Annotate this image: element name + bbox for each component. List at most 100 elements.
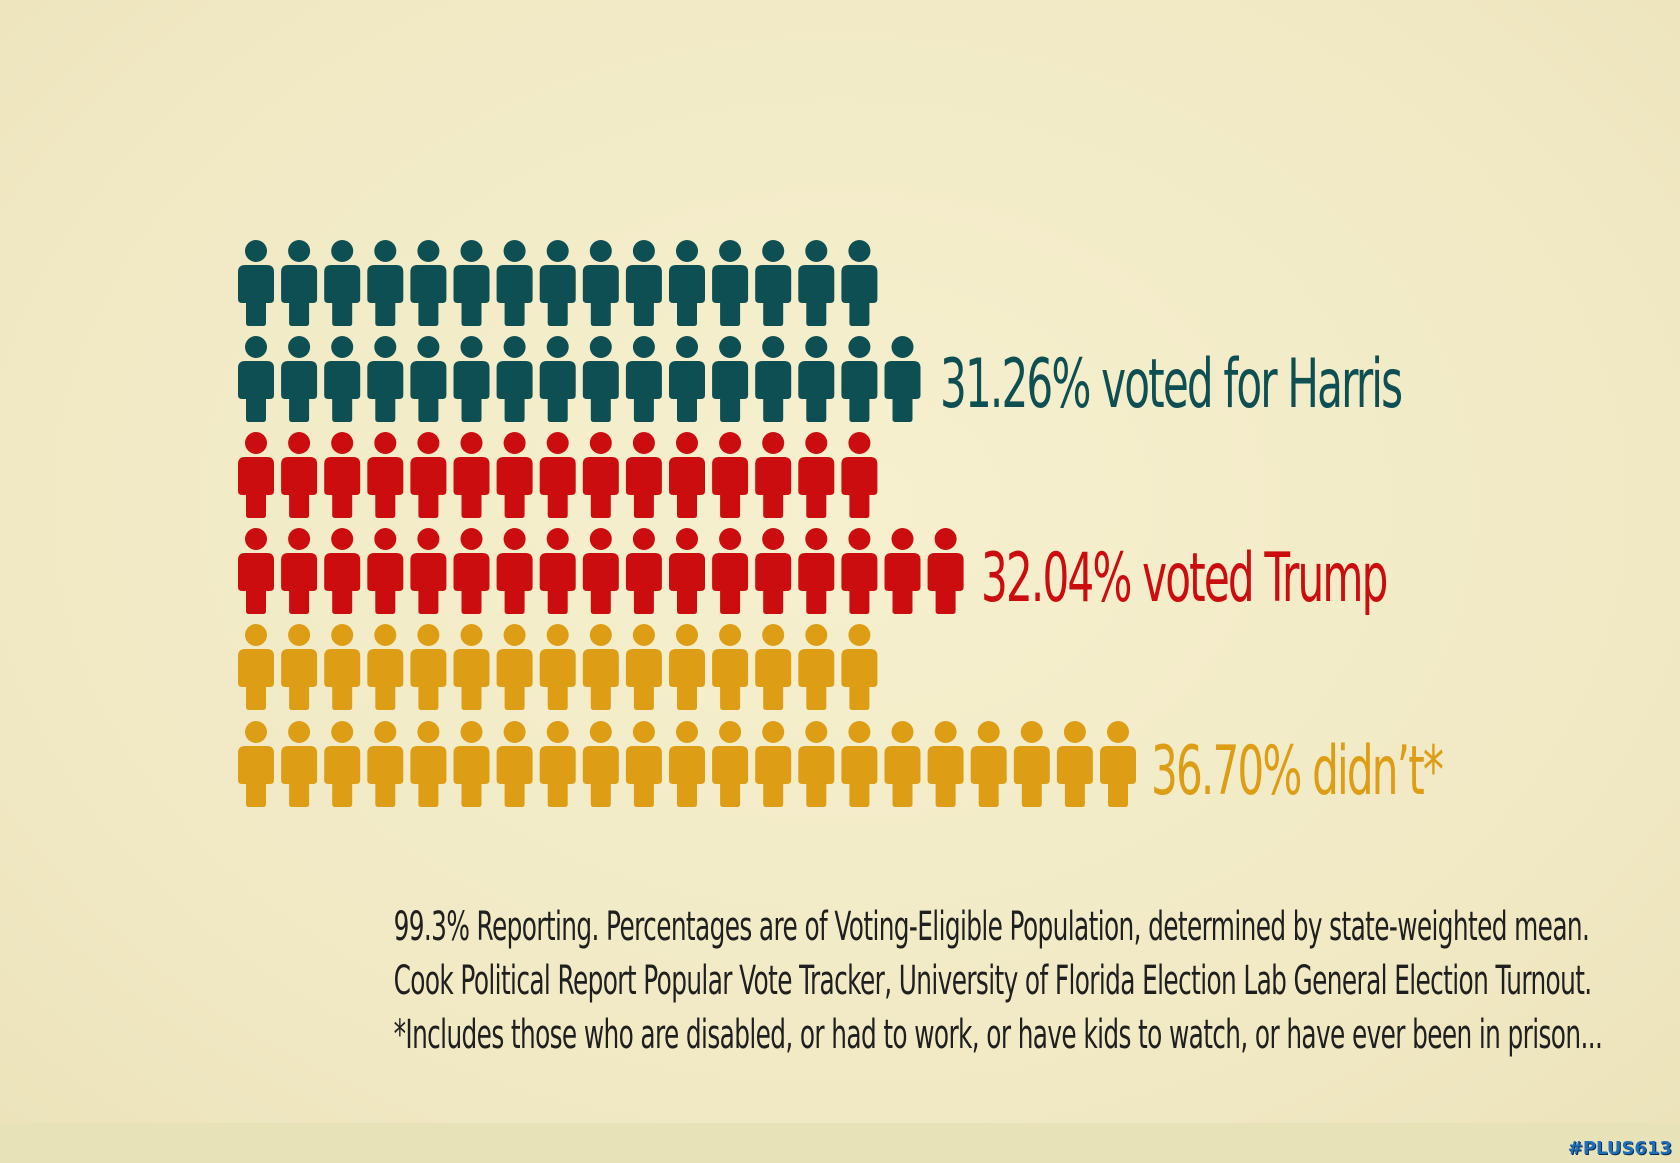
person-icon bbox=[625, 432, 662, 518]
person-icon bbox=[798, 528, 835, 614]
person-icon bbox=[539, 721, 576, 807]
person-icon bbox=[669, 528, 705, 614]
person-icon bbox=[539, 336, 576, 422]
person-icon bbox=[1056, 721, 1093, 807]
person-icon bbox=[324, 432, 361, 518]
reporting-note: 99.3% Reporting. Percentages are of Voti… bbox=[393, 904, 1590, 950]
person-icon bbox=[970, 721, 1007, 807]
person-icon bbox=[755, 624, 792, 710]
person-icon bbox=[496, 432, 533, 518]
person-icon bbox=[927, 721, 964, 807]
person-icon bbox=[496, 240, 533, 326]
person-icon bbox=[582, 432, 619, 518]
footnotes: 99.3% Reporting. Percentages are of Voti… bbox=[120, 900, 1603, 1062]
person-icon bbox=[841, 624, 878, 710]
person-icon bbox=[798, 624, 835, 710]
person-icon bbox=[367, 528, 404, 614]
person-icon bbox=[755, 721, 792, 807]
person-icon bbox=[410, 624, 447, 710]
trump-series-label: 32.04% voted Trump bbox=[981, 539, 1388, 618]
infographic-background bbox=[0, 0, 1680, 1123]
watermark-logo: #PLUS613 bbox=[1567, 1138, 1672, 1159]
harris-series-label: 31.26% voted for Harris bbox=[940, 345, 1403, 424]
person-icon bbox=[669, 432, 705, 518]
person-icon bbox=[496, 336, 533, 422]
person-icon bbox=[798, 721, 835, 807]
person-icon bbox=[582, 624, 619, 710]
person-icon bbox=[841, 432, 878, 518]
person-icon bbox=[410, 336, 447, 422]
person-icon bbox=[324, 624, 361, 710]
pictogram-chart bbox=[238, 240, 1136, 807]
person-icon bbox=[453, 240, 490, 326]
person-icon bbox=[625, 624, 662, 710]
person-icon bbox=[453, 432, 490, 518]
person-icon bbox=[755, 240, 792, 326]
person-icon bbox=[539, 432, 576, 518]
person-icon bbox=[238, 336, 274, 422]
person-icon bbox=[410, 721, 447, 807]
person-icon bbox=[367, 336, 404, 422]
person-icon bbox=[410, 240, 447, 326]
person-icon bbox=[712, 624, 749, 710]
person-icon bbox=[669, 240, 705, 326]
person-icon bbox=[669, 336, 705, 422]
person-icon bbox=[712, 721, 749, 807]
person-icon bbox=[496, 624, 533, 710]
person-icon bbox=[841, 336, 878, 422]
person-icon bbox=[367, 721, 404, 807]
person-icon bbox=[324, 240, 361, 326]
person-icon bbox=[410, 432, 447, 518]
person-icon bbox=[453, 721, 490, 807]
person-icon bbox=[324, 336, 361, 422]
person-icon bbox=[453, 528, 490, 614]
person-icon bbox=[625, 528, 662, 614]
person-icon bbox=[1013, 721, 1050, 807]
person-icon bbox=[496, 721, 533, 807]
person-icon bbox=[281, 721, 318, 807]
person-icon bbox=[367, 240, 404, 326]
person-icon bbox=[453, 336, 490, 422]
person-icon bbox=[281, 336, 318, 422]
asterisk-note: *Includes those who are disabled, or had… bbox=[393, 1012, 1603, 1058]
person-icon bbox=[712, 432, 749, 518]
person-icon bbox=[496, 528, 533, 614]
bottom-strip bbox=[0, 1123, 1680, 1163]
person-icon bbox=[238, 528, 274, 614]
person-icon bbox=[410, 528, 447, 614]
person-icon bbox=[755, 528, 792, 614]
person-icon bbox=[582, 721, 619, 807]
person-icon bbox=[281, 432, 318, 518]
sources-note: Cook Political Report Popular Vote Track… bbox=[393, 958, 1593, 1004]
person-icon bbox=[712, 528, 749, 614]
person-icon bbox=[324, 528, 361, 614]
person-icon bbox=[625, 240, 662, 326]
person-icon bbox=[539, 240, 576, 326]
person-icon bbox=[238, 624, 274, 710]
person-icon bbox=[798, 336, 835, 422]
person-icon bbox=[755, 432, 792, 518]
person-icon bbox=[281, 528, 318, 614]
didnt-vote-series-label: 36.70% didn’t* bbox=[1151, 732, 1444, 811]
person-icon bbox=[539, 528, 576, 614]
person-icon bbox=[798, 240, 835, 326]
person-icon bbox=[841, 528, 878, 614]
person-icon bbox=[884, 721, 921, 807]
person-icon bbox=[755, 336, 792, 422]
person-icon bbox=[884, 336, 921, 422]
person-icon bbox=[884, 528, 921, 614]
person-icon bbox=[669, 624, 705, 710]
person-icon bbox=[712, 240, 749, 326]
person-icon bbox=[453, 624, 490, 710]
person-icon bbox=[582, 336, 619, 422]
person-icon bbox=[582, 528, 619, 614]
person-icon bbox=[625, 336, 662, 422]
person-icon bbox=[712, 336, 749, 422]
person-icon bbox=[625, 721, 662, 807]
person-icon bbox=[367, 624, 404, 710]
person-icon bbox=[324, 721, 361, 807]
person-icon bbox=[841, 240, 878, 326]
person-icon bbox=[281, 624, 318, 710]
person-icon bbox=[238, 721, 274, 807]
person-icon bbox=[798, 432, 835, 518]
